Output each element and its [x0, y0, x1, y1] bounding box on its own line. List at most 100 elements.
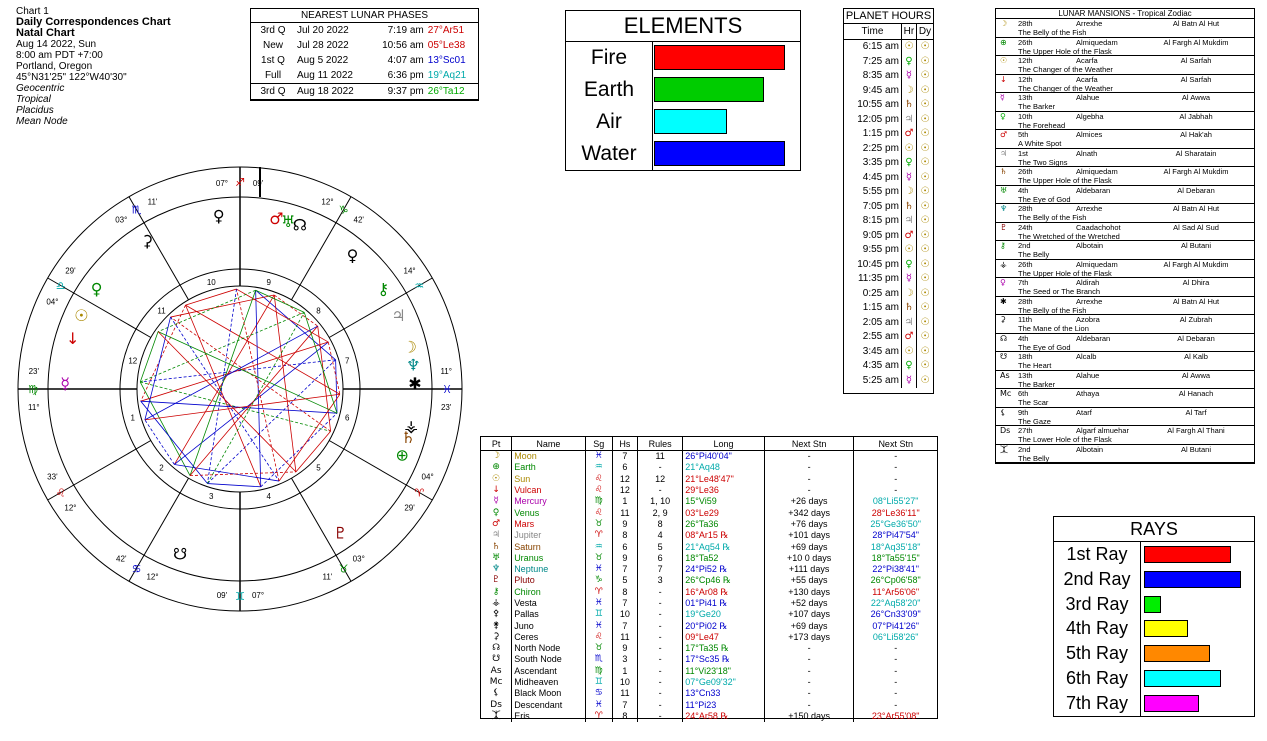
cusp-minutes: 11'	[148, 197, 158, 206]
mansion-name: Al Fargh Al Mukdim	[1163, 259, 1229, 269]
planet-longitude: 26°Cp46 ℞	[682, 575, 765, 587]
planet-sign: ♓	[584, 450, 613, 463]
mansion-name: Al Batn Al Hut	[1172, 204, 1220, 213]
ray-bar	[1144, 595, 1161, 613]
house-cusp-line	[47, 440, 152, 501]
ray-bar-frame	[1140, 690, 1255, 716]
element-bar-frame	[652, 42, 801, 74]
planet-row: ⯰ Eris ♈ 8-24°Ar58 ℞ +150 days 23°Ar55'08"	[481, 710, 937, 723]
planet-house: 12	[611, 484, 638, 497]
planet-day-ruler: ☉	[915, 199, 933, 214]
planet-hour-ruler: ♄	[900, 300, 917, 315]
chart-wheel: 1 11° ♍ 23' 2 12° ♌ 33' 3 12° ♋ 42' 4 07° ♊ 09' 5 03° ♉ 11'…	[17, 166, 463, 612]
mansion-star: Aldirah	[1076, 278, 1100, 287]
planet-longitude: 19°Ge20	[682, 609, 765, 621]
setting-4: Mean Node	[16, 116, 68, 127]
lunar-phase-position: 05°Le38	[427, 40, 466, 51]
planet-house: 10	[611, 609, 638, 621]
planet-sign: ♉	[584, 552, 613, 564]
planet-house: 11	[611, 631, 638, 644]
cusp-degree: 07°	[252, 591, 264, 600]
planet-next-station-pos: -	[853, 450, 937, 463]
planet-rules: 12	[636, 473, 683, 485]
mansion-name: Al Dhira	[1182, 278, 1210, 287]
planet-hour-row: 0:25 am ☽ ☉	[844, 286, 933, 301]
mansion-number: 2nd	[1018, 444, 1031, 454]
planet-next-station-pos: -	[853, 473, 937, 485]
planet-row: ♀ Venus ♌ 11 2, 9 03°Le29 +342 days 28°Le36'11"	[481, 507, 937, 519]
mansion-name: Al Batn Al Hut	[1172, 296, 1220, 306]
lunar-phase-time: 10:56 am	[382, 40, 424, 51]
planet-sign: ♒	[584, 462, 613, 474]
planet-row: ☉ Sun ♌ 12 12 21°Le48'47" - -	[481, 473, 937, 485]
mansion-name: Al Fargh Al Mukdim	[1163, 167, 1229, 176]
planet-hour-row: 2:25 pm ☉ ☉	[844, 141, 933, 156]
lunar-mansion-row: ☊ 4th Aldebaran Al Debaran The Eye of God	[996, 334, 1254, 352]
house-number: 11	[157, 307, 166, 316]
planet-next-station-pos: -	[853, 665, 937, 677]
planet-hour-row: 9:05 pm ♂ ☉	[844, 228, 933, 243]
planet-hour-row: 12:05 pm ♃ ☉	[844, 112, 933, 127]
planet-next-station-pos: 25°Ge36'50"	[853, 518, 937, 531]
planet-hour-row: 10:45 pm ♀ ☉	[844, 257, 933, 272]
planet-row: Mc Midheaven ♊ 10-07°Ge09'32" - -	[481, 676, 937, 689]
planet-hour-ruler: ♃	[900, 213, 917, 228]
planet-hour-time: 12:05 pm	[857, 113, 899, 125]
planet-hour-row: 7:25 am ♀ ☉	[844, 54, 933, 69]
aspect-line	[335, 359, 338, 414]
aspect-line	[207, 312, 305, 484]
planet-symbol: ♄	[492, 541, 501, 552]
planet-symbol: ↓	[492, 485, 500, 496]
planet-name: Midheaven	[511, 676, 586, 689]
planet-sign: ♋	[584, 688, 613, 700]
planet-glyph-icon: ♀	[347, 246, 359, 265]
planet-house: 11	[611, 688, 638, 700]
planet-house: 9	[611, 643, 638, 655]
lunar-phase-row: 1st Q Aug 5 2022 4:07 am 13°Sc01	[251, 53, 478, 68]
element-bar	[654, 109, 727, 134]
lunar-phases-title: NEAREST LUNAR PHASES	[251, 9, 478, 23]
mansion-planet-symbol: As	[1000, 370, 1010, 380]
aspect-line	[189, 325, 319, 476]
aspect-line	[144, 325, 318, 421]
house-cusp-line	[291, 196, 352, 301]
planet-next-station-days: +69 days	[763, 620, 854, 632]
mansion-planet-symbol: ♀	[1000, 111, 1006, 121]
planet-rules: 4	[636, 530, 683, 542]
planet-rules: 3	[636, 575, 683, 587]
planet-longitude: 29°Le36	[682, 484, 765, 497]
planet-house: 7	[611, 563, 638, 576]
cusp-degree: 14°	[404, 266, 416, 275]
planet-next-station-pos: 08°Li55'27"	[853, 496, 937, 508]
house-number: 5	[316, 463, 321, 472]
planet-glyph-icon: ♅	[281, 212, 295, 231]
planet-day-ruler: ☉	[915, 242, 933, 257]
planet-next-station-pos: -	[853, 699, 937, 711]
mansion-number: 26th	[1018, 259, 1033, 269]
planet-rules: 6	[636, 552, 683, 564]
cusp-minutes: 09'	[217, 591, 228, 600]
aspect-line	[140, 304, 186, 402]
ray-bar	[1144, 669, 1221, 687]
planet-row: ⚳ Ceres ♌ 11-09°Le47 +173 days 06°Li58'26"	[481, 631, 937, 644]
mansion-star: Caadachohot	[1076, 222, 1121, 232]
cusp-sign: ♑	[339, 204, 349, 217]
planet-hour-time: 5:55 pm	[862, 186, 899, 198]
planets-table: Pt Name Sg Hs Rules Long Next Stn Next Stn ☽ Moon…	[481, 437, 937, 723]
mansion-name: Al Kalb	[1184, 352, 1208, 361]
planet-symbol: ⚳	[492, 631, 500, 642]
planet-hour-time: 2:25 pm	[862, 142, 899, 154]
planet-row: ♄ Saturn ♒ 6 5 21°Aq54 ℞ +69 days 18°Aq35'18"	[481, 541, 937, 553]
planet-next-station-pos: -	[853, 676, 937, 689]
aspect-line	[170, 316, 280, 482]
mansion-name: Al Batn Al Hut	[1172, 19, 1220, 28]
house-cusp-line	[128, 196, 189, 301]
lunar-mansion-row: ✱ 28th Arrexhe Al Batn Al Hut The Belly of t…	[996, 296, 1254, 315]
cusp-sign: ♉	[339, 562, 349, 575]
cusp-minutes: 33'	[47, 472, 58, 481]
ray-row: 4th Ray	[1054, 616, 1254, 642]
planet-rules: -	[636, 643, 683, 655]
planet-hour-row: 11:35 pm ☿ ☉	[844, 271, 933, 286]
mansion-planet-symbol: ☉	[1000, 56, 1008, 65]
planet-sign: ♌	[584, 507, 613, 519]
